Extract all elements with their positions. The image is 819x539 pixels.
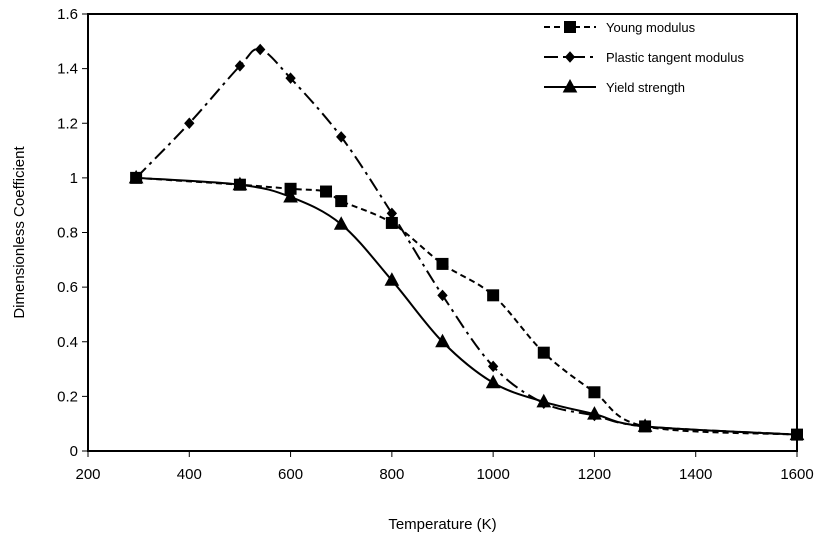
triangle-marker	[128, 169, 144, 184]
diamond-marker	[184, 117, 195, 129]
x-tick-label: 1400	[679, 466, 712, 483]
square-marker	[588, 386, 601, 399]
series-layer	[128, 43, 805, 441]
triangle-marker	[232, 176, 248, 191]
square-marker	[537, 346, 550, 359]
x-tick-label: 1200	[578, 466, 611, 483]
triangle-marker	[283, 188, 298, 203]
diamond-marker	[234, 60, 246, 72]
diamond-marker	[336, 131, 347, 143]
series-square-group	[130, 171, 803, 441]
x-tick-label: 1000	[476, 466, 509, 483]
triangle-marker	[562, 78, 578, 93]
diamond-marker	[487, 360, 499, 373]
triangle-marker	[384, 272, 400, 286]
legend-label: Yield strength	[606, 80, 685, 95]
x-tick-label: 1600	[780, 466, 813, 483]
square-marker	[320, 185, 333, 198]
diamond-marker	[285, 72, 296, 84]
square-marker	[564, 21, 576, 33]
triangle-marker	[637, 418, 653, 432]
y-tick-label: 1	[70, 170, 78, 187]
legend-item: Young modulus	[544, 20, 696, 35]
triangle-marker	[789, 426, 805, 441]
y-tick-label: 0.6	[57, 279, 78, 296]
diamond-marker	[255, 43, 266, 56]
x-axis-ticks: 200 400 600 800 1000 1200 1400 1600	[75, 451, 814, 483]
y-tick-label: 0	[70, 443, 78, 460]
y-tick-label: 0.8	[57, 225, 78, 242]
diamond-marker	[437, 289, 448, 302]
legend-label: Young modulus	[606, 20, 696, 35]
square-marker	[436, 257, 449, 270]
plot-frame	[87, 13, 798, 452]
diamond-marker	[564, 51, 576, 63]
legend-label: Plastic tangent modulus	[606, 50, 745, 65]
series-line	[135, 48, 798, 436]
triangle-marker	[333, 216, 349, 230]
x-tick-label: 200	[75, 466, 100, 483]
series-line	[136, 176, 798, 436]
triangle-marker	[485, 374, 501, 389]
x-tick-label: 600	[278, 466, 303, 483]
x-tick-label: 800	[379, 466, 404, 483]
y-tick-label: 0.4	[57, 334, 78, 351]
square-marker	[335, 195, 348, 208]
y-tick-label: 1.4	[57, 61, 78, 78]
triangle-marker	[435, 333, 450, 348]
series-diamond-group	[130, 43, 803, 441]
legend-item: Plastic tangent modulus	[544, 50, 745, 65]
triangle-marker	[587, 406, 602, 420]
x-tick-label: 400	[177, 466, 202, 483]
legend: Young modulus Plastic tangent modulus Yiel…	[544, 20, 745, 95]
plot-border	[87, 13, 798, 452]
series-line	[136, 176, 798, 436]
legend-item: Yield strength	[544, 78, 685, 95]
y-tick-label: 1.6	[57, 6, 78, 23]
triangle-marker	[536, 393, 552, 408]
series-triangle-group	[128, 169, 805, 441]
y-tick-label: 0.2	[57, 388, 78, 405]
y-axis-title: Dimensionless Coefficient	[11, 146, 28, 319]
square-marker	[487, 289, 500, 302]
y-tick-label: 1.2	[57, 115, 78, 132]
y-axis-ticks: 0 0.2 0.4 0.6 0.8 1 1.2 1.4 1.6	[57, 6, 88, 460]
diamond-marker	[386, 207, 398, 220]
x-axis-title: Temperature (K)	[388, 516, 496, 533]
